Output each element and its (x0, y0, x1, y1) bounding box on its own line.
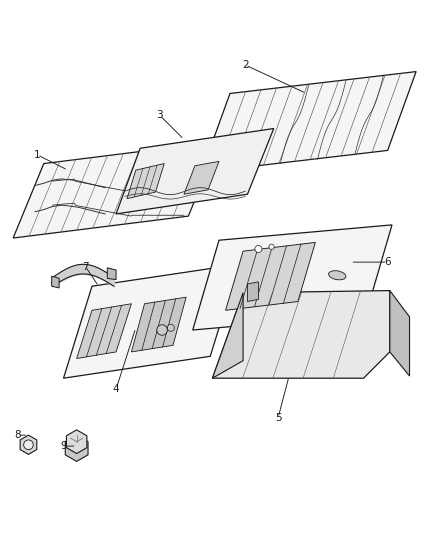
Text: 3: 3 (156, 110, 163, 120)
Circle shape (167, 324, 174, 332)
Polygon shape (212, 290, 390, 378)
Polygon shape (390, 290, 410, 376)
Text: 5: 5 (275, 413, 282, 423)
Polygon shape (20, 435, 37, 455)
Polygon shape (116, 128, 274, 214)
Polygon shape (67, 430, 87, 454)
Polygon shape (226, 243, 315, 310)
Circle shape (24, 440, 33, 449)
Text: 1: 1 (34, 150, 41, 160)
Polygon shape (193, 225, 392, 330)
Text: 7: 7 (82, 262, 89, 271)
Polygon shape (201, 71, 416, 172)
Polygon shape (212, 293, 243, 378)
Polygon shape (127, 164, 164, 199)
Ellipse shape (328, 271, 346, 280)
Circle shape (255, 246, 262, 253)
Text: 9: 9 (60, 441, 67, 451)
Polygon shape (131, 297, 186, 352)
Text: 6: 6 (384, 257, 391, 267)
Polygon shape (107, 268, 116, 280)
Polygon shape (65, 435, 88, 462)
Circle shape (269, 244, 274, 249)
Polygon shape (52, 276, 59, 288)
Polygon shape (184, 161, 219, 194)
Text: 2: 2 (242, 60, 249, 70)
Polygon shape (247, 282, 258, 302)
Polygon shape (77, 304, 131, 359)
Polygon shape (64, 264, 239, 378)
Polygon shape (13, 142, 219, 238)
Text: 4: 4 (113, 384, 120, 394)
Circle shape (157, 325, 167, 335)
Text: 8: 8 (14, 430, 21, 440)
